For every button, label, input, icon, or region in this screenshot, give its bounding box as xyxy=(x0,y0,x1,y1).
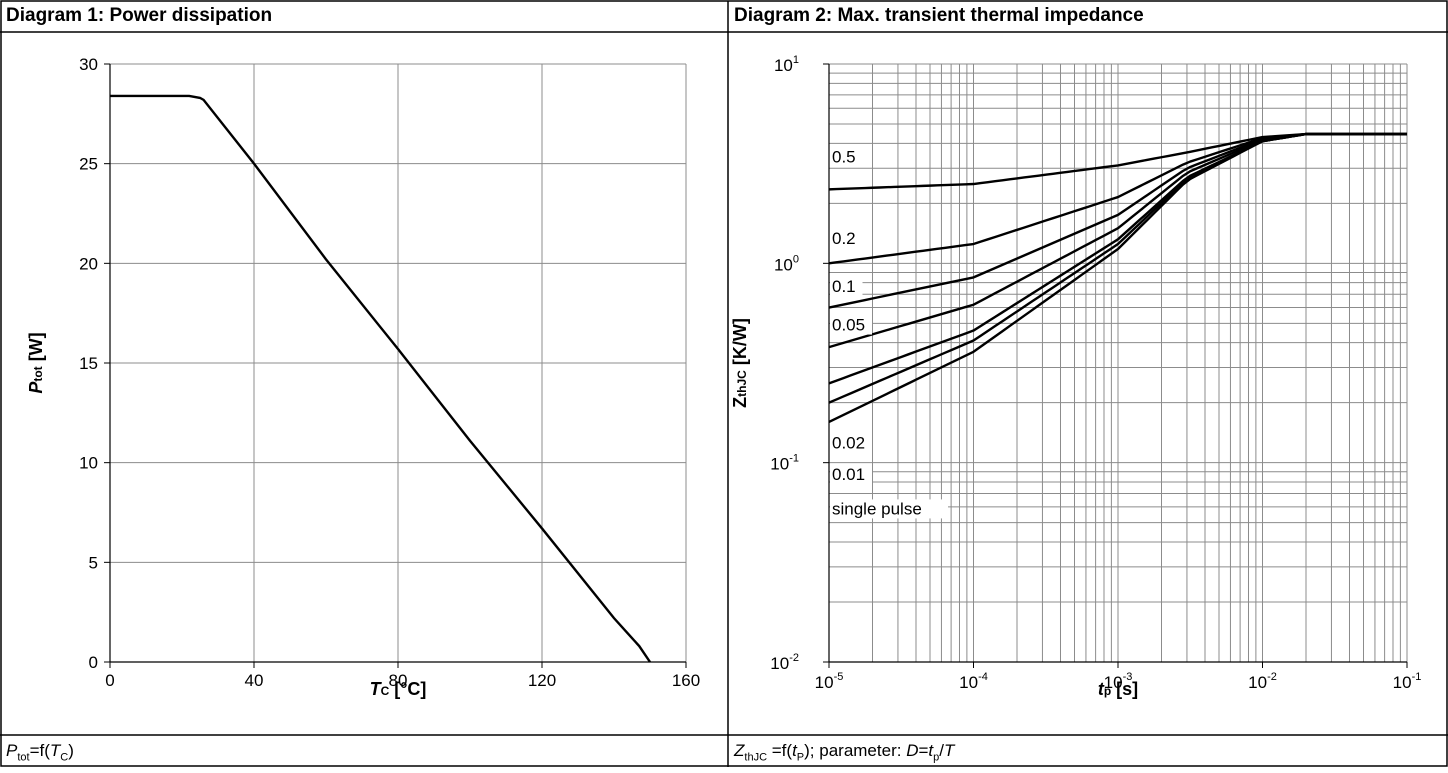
diagram-1-title: Diagram 1: Power dissipation xyxy=(6,5,273,26)
diagram-2-caption: ZthJC =f(tP); parameter: D=tp/T xyxy=(728,735,1448,767)
x-tick-label: 120 xyxy=(528,671,556,690)
annotation-label: 0.1 xyxy=(832,277,856,296)
diagram-2-title: Diagram 2: Max. transient thermal impeda… xyxy=(734,5,1144,26)
y-tick-label: 100 xyxy=(774,253,799,274)
x-tick-label: 10-4 xyxy=(959,671,988,692)
y-tick-label: 15 xyxy=(79,354,98,373)
y-tick-exponent: 1 xyxy=(793,54,799,66)
power-dissipation-chart: 0 40 80 120 160 0 5 10 15 20 25 30 TC [°C] Ptot [W] xyxy=(26,55,700,699)
x-tick-label: 10-5 xyxy=(815,671,844,692)
x-tick-exponent: -5 xyxy=(834,671,844,683)
y-axis-label-sub: thJC xyxy=(735,370,749,397)
annotation-label: 0.2 xyxy=(832,229,856,248)
x-tick-label: 80 xyxy=(389,671,408,690)
y-tick-label: 101 xyxy=(774,54,799,75)
x-tick-label: 0 xyxy=(105,671,114,690)
x-axis-label-unit: [°C] xyxy=(389,679,426,699)
x-tick-base: 10 xyxy=(959,673,978,692)
y-tick-base: 10 xyxy=(770,455,789,474)
x-tick-base: 10 xyxy=(815,673,834,692)
annotation-label: 0.05 xyxy=(832,316,865,335)
x-axis-label-symbol: t xyxy=(1098,679,1105,699)
x-axis-label-sub: C xyxy=(381,684,390,698)
y-tick-base: 10 xyxy=(774,255,793,274)
annotation-label: 0.01 xyxy=(832,465,865,484)
annotation-background xyxy=(830,499,948,519)
x-tick-label: 10-3 xyxy=(1104,671,1133,692)
thermal-impedance-chart: 10-5 10-4 10-3 10-2 10-110-210-11001010.50.2… xyxy=(730,54,1422,699)
series-line-ptot xyxy=(110,94,651,663)
caption-end: ) xyxy=(68,741,74,760)
caption-z-sub: thJC xyxy=(744,751,768,764)
caption-t: t xyxy=(792,741,797,760)
y-axis-label-symbol: Z xyxy=(730,397,750,408)
caption-eq: = xyxy=(918,741,929,760)
x-tick-exponent: -2 xyxy=(1267,671,1277,683)
caption-t-sub: P xyxy=(796,751,805,764)
x-tick-label: 10-2 xyxy=(1248,671,1277,692)
y-tick-label: 10-2 xyxy=(770,652,799,673)
y-tick-base: 10 xyxy=(770,654,789,673)
annotation-background xyxy=(830,433,872,453)
caption-t: T xyxy=(49,741,61,760)
x-tick-exponent: -1 xyxy=(1412,671,1422,683)
y-tick-label: 0 xyxy=(89,653,98,672)
annotation-background xyxy=(830,229,863,249)
y-axis-label: Ptot [W] xyxy=(26,332,46,393)
x-axis-label-unit: [s] xyxy=(1111,679,1138,699)
y-tick-label: 20 xyxy=(79,254,98,273)
x-tick-label: 40 xyxy=(245,671,264,690)
y-tick-label: 10-1 xyxy=(770,453,799,474)
y-axis-label-sub: tot xyxy=(31,366,45,381)
caption-mid: =f( xyxy=(767,741,793,760)
series-line-single-pulse xyxy=(828,132,1407,424)
caption-p: P xyxy=(6,741,18,760)
caption-mid: =f( xyxy=(29,741,50,760)
x-tick-label: 160 xyxy=(672,671,700,690)
y-axis-label-unit: [K/W] xyxy=(730,318,750,370)
caption-p-sub: tot xyxy=(17,751,30,764)
caption-slash: / xyxy=(939,741,944,760)
y-tick-exponent: 0 xyxy=(793,253,799,265)
y-tick-base: 10 xyxy=(774,56,793,75)
y-tick-label: 5 xyxy=(89,553,98,572)
caption-tp-sub: p xyxy=(933,751,940,764)
x-tick-label: 10-1 xyxy=(1393,671,1422,692)
caption-tp: t xyxy=(928,741,934,760)
annotation-label: 0.5 xyxy=(832,148,856,167)
caption-param: ); parameter: xyxy=(804,741,907,760)
x-axis-label: TC [°C] xyxy=(370,679,427,699)
caption-T: T xyxy=(944,741,955,760)
annotation-label: single pulse xyxy=(832,499,922,518)
annotation-background xyxy=(830,147,863,167)
y-tick-exponent: -2 xyxy=(789,652,799,664)
annotation-background xyxy=(830,276,863,296)
x-tick-base: 10 xyxy=(1393,673,1412,692)
y-axis-label-unit: [W] xyxy=(26,332,46,366)
x-axis-label: tp [s] xyxy=(1098,679,1138,699)
caption-z: Z xyxy=(734,741,745,760)
y-tick-label: 25 xyxy=(79,155,98,174)
caption-t-sub: C xyxy=(60,751,69,764)
annotation-label: 0.02 xyxy=(832,433,865,452)
y-tick-label: 30 xyxy=(79,55,98,74)
x-tick-exponent: -3 xyxy=(1123,671,1133,683)
annotation-background xyxy=(830,464,872,484)
x-tick-exponent: -4 xyxy=(978,671,988,683)
diagram-1-caption: Ptot=f(TC) xyxy=(0,735,728,767)
caption-d: D xyxy=(906,741,919,760)
y-axis-label-symbol: P xyxy=(26,381,46,394)
annotation-background xyxy=(830,315,872,335)
x-tick-base: 10 xyxy=(1104,673,1123,692)
y-axis-label: ZthJC [K/W] xyxy=(730,318,750,408)
x-axis-label-sub: p xyxy=(1104,684,1111,698)
x-tick-base: 10 xyxy=(1248,673,1267,692)
y-tick-exponent: -1 xyxy=(789,453,799,465)
y-tick-label: 10 xyxy=(79,454,98,473)
x-axis-label-symbol: T xyxy=(370,679,383,699)
